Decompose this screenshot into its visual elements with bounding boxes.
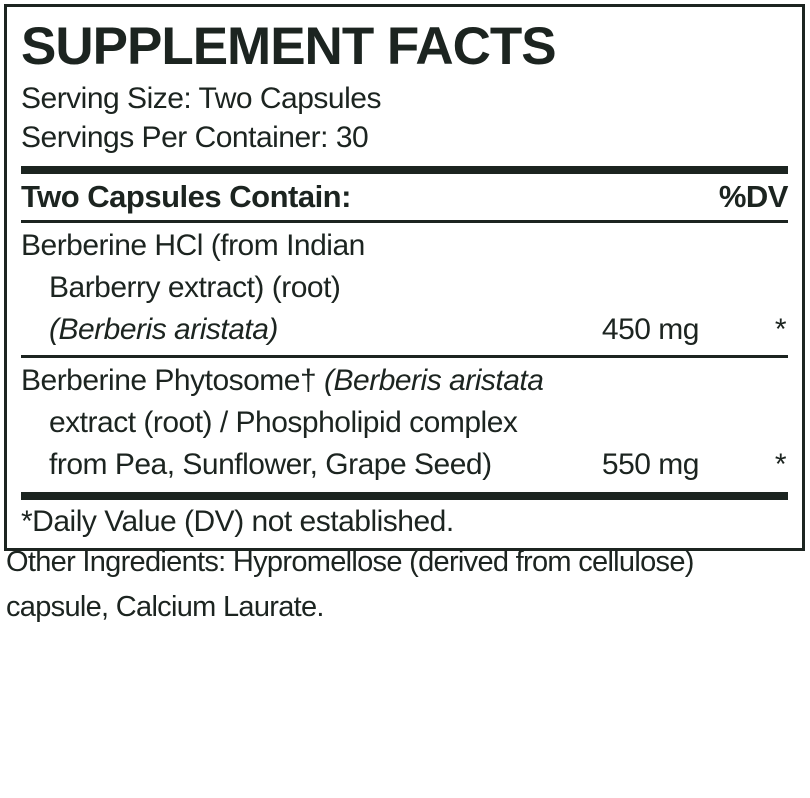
ingredient-name-text: Berberine Phytosome†: [21, 363, 325, 397]
divider-thick-bottom: [21, 491, 788, 500]
ingredients-list: Berberine HCl (from Indian Barberry extra…: [21, 223, 788, 490]
ingredient-name-latin: (Berberis aristata): [49, 312, 278, 346]
ingredient-amount: 450 mg: [601, 312, 700, 346]
ingredient-name: Berberine Phytosome† (Berberis aristata e…: [21, 360, 788, 486]
other-ingredients-line: Other Ingredients: Hypromellose (derived…: [6, 546, 694, 578]
ingredient-row: Berberine HCl (from Indian Barberry extra…: [21, 223, 788, 355]
ingredient-dv-value: *: [774, 447, 787, 481]
dv-column-label: %DV: [718, 178, 789, 214]
ingredient-divider: [21, 354, 788, 358]
other-ingredients-line: capsule, Calcium Laurate.: [6, 591, 324, 623]
ingredient-amount: 550 mg: [601, 447, 700, 481]
panel-title: SUPPLEMENT FACTS: [21, 17, 557, 76]
ingredient-name-text: Berberine HCl (from Indian: [21, 228, 365, 262]
ingredient-name: Berberine HCl (from Indian Barberry extra…: [21, 225, 788, 351]
ingredient-row: Berberine Phytosome† (Berberis aristata e…: [21, 358, 788, 490]
serving-size-line: Serving Size: Two Capsules: [21, 81, 381, 115]
ingredient-name-text: from Pea, Sunflower, Grape Seed): [49, 447, 492, 481]
servings-per-container-line: Servings Per Container: 30: [21, 120, 369, 154]
contains-label: Two Capsules Contain:: [21, 178, 351, 214]
dv-footnote: *Daily Value (DV) not established.: [21, 504, 454, 538]
ingredient-name-text: extract (root) / Phospholipid complex: [49, 405, 518, 439]
divider-thin-header: [21, 219, 788, 223]
ingredient-dv-value: *: [774, 312, 787, 346]
ingredient-name-latin: (Berberis aristata: [324, 363, 544, 397]
ingredient-name-text: Barberry extract) (root): [49, 270, 341, 304]
divider-thick-top: [21, 165, 788, 174]
other-ingredients: Other Ingredients: Hypromellose (derived…: [6, 540, 804, 630]
columns-header: Two Capsules Contain: %DV: [21, 174, 789, 220]
supplement-facts-panel: SUPPLEMENT FACTS Serving Size: Two Capsu…: [4, 4, 805, 551]
